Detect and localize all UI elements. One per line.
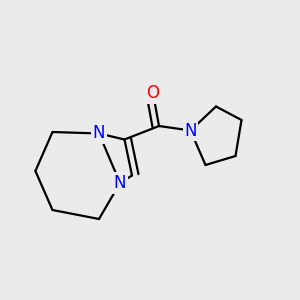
Text: O: O [146, 84, 160, 102]
Text: N: N [184, 122, 197, 140]
Text: N: N [93, 124, 105, 142]
Text: N: N [114, 174, 126, 192]
